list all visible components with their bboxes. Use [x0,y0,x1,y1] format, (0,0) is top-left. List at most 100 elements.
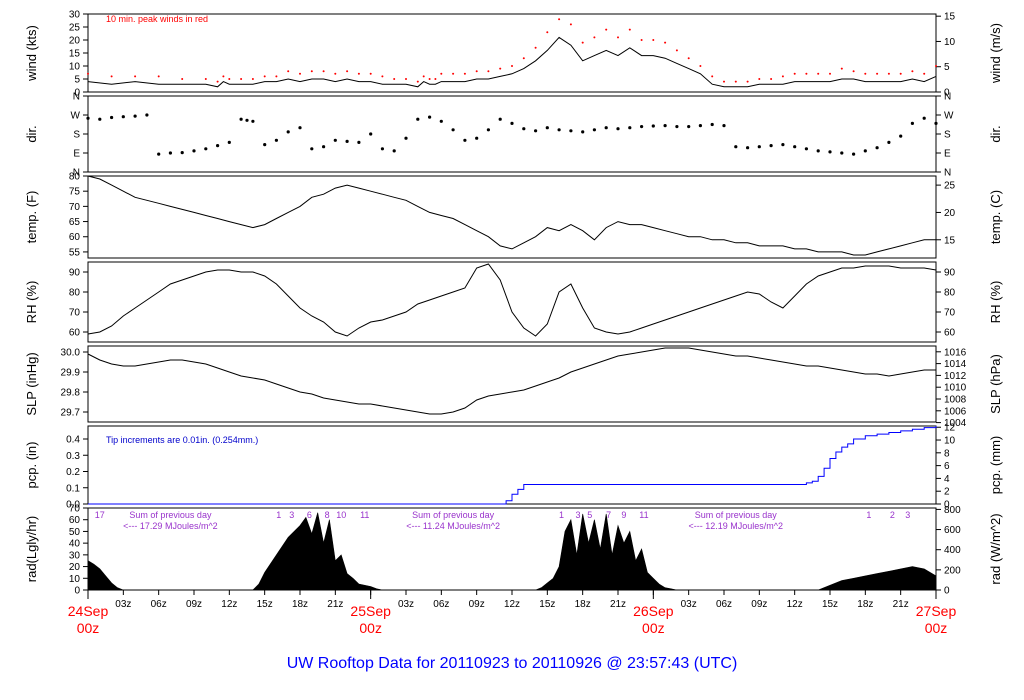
x-tick-label: 06z [433,599,449,610]
right-tick-label: 15 [944,12,956,23]
x-tick-label: 21z [893,599,909,610]
direction-point [628,126,632,130]
peak-wind-point [369,72,372,75]
left-tick-label: 5 [74,75,80,86]
peak-wind-point [475,70,478,73]
right-tick-label: 70 [944,308,956,319]
direction-point [404,136,408,140]
peak-wind-point [87,72,89,75]
peak-wind-point [110,75,113,78]
direction-point [168,151,172,155]
left-tick-label: 65 [69,217,81,228]
peak-wind-point [452,72,455,75]
rad-marker-label: 8 [325,510,330,520]
peak-wind-point [522,57,525,60]
direction-point [86,116,90,120]
right-tick-label: 200 [944,565,961,576]
direction-point [734,145,738,149]
peak-wind-point [346,70,349,73]
peak-wind-point [899,72,902,75]
peak-wind-point [887,72,890,75]
right-tick-label: 60 [944,328,956,339]
day-time-label: 00z [925,620,948,636]
direction-point [475,136,479,140]
daily-sum-label: Sum of previous day [412,510,495,520]
direction-point [899,134,903,138]
left-tick-label: 29.7 [61,408,81,419]
peak-wind-point [923,72,926,75]
daily-sum-value: <--- 11.24 MJoules/m^2 [406,521,500,531]
direction-point [840,151,844,155]
left-tick-label: 60 [69,515,81,526]
peak-wind-point [263,75,266,78]
peak-wind-point [793,72,796,75]
right-tick-label: 1010 [944,383,967,394]
direction-point [380,147,384,151]
panel-annotation: 10 min. peak winds in red [106,14,208,24]
right-tick-label: 1004 [944,418,967,429]
peak-wind-point [723,80,725,83]
left-tick-label: 25 [69,23,81,34]
peak-wind-point [440,72,443,75]
right-tick-label: 20 [944,208,956,219]
x-tick-label: 06z [151,599,167,610]
left-tick-label: 0 [74,586,80,597]
right-tick-label: 2 [944,487,950,498]
rad-marker-label: 3 [905,510,910,520]
daily-sum-label: Sum of previous day [129,510,212,520]
panel-temp: 55 60 65 70 75 80 15 20 25 temp. (F) temp. (C) [24,172,1003,259]
left-tick-label: S [73,130,80,141]
y-axis-label-right: wind (m/s) [988,23,1003,84]
right-tick-label: 10 [944,436,956,447]
direction-point [781,143,785,147]
panel-rh: 60 70 80 90 60 70 80 90 RH (%) RH (%) [24,261,1003,343]
peak-wind-point [416,80,419,83]
y-axis-label-left: pcp. (in) [24,442,39,489]
direction-point [746,146,750,150]
x-tick-label: 18z [292,599,308,610]
direction-point [510,121,514,125]
x-tick-label: 15z [539,599,555,610]
left-tick-label: 30 [69,550,81,561]
peak-wind-point [734,80,737,83]
left-tick-label: 0.4 [66,435,80,446]
y-axis-label-right: RH (%) [988,281,1003,324]
panel-slp: 29.7 29.8 29.9 30.0 100410061008101010121014… [24,345,1003,429]
direction-point [934,121,938,125]
direction-point [922,116,926,120]
peak-wind-point [675,49,678,52]
left-tick-label: 20 [69,36,81,47]
radiation-area [87,512,937,591]
direction-point [333,138,337,142]
peak-wind-point [829,72,831,75]
direction-point [522,127,526,131]
y-axis-label-left: temp. (F) [24,191,39,244]
right-tick-label: 0 [944,586,950,597]
peak-wind-point [911,70,914,73]
peak-wind-point [605,28,608,31]
y-axis-label-right: temp. (C) [988,190,1003,244]
direction-point [687,125,691,129]
right-tick-label: 90 [944,268,956,279]
y-axis-label-left: rad(Lgly/hr) [24,516,39,582]
direction-point [451,128,455,132]
right-tick-label: N [944,92,951,103]
peak-wind-point [758,78,761,80]
day-date-label: 24Sep [68,603,109,619]
y-axis-label-right: rad (W/m^2) [988,513,1003,584]
peak-wind-point [781,75,784,78]
y-axis-label-left: dir. [24,125,39,142]
peak-wind-point [251,78,254,80]
day-date-label: 25Sep [350,603,391,619]
peak-wind-point [699,65,702,67]
x-tick-label: 12z [787,599,803,610]
left-tick-label: 0.2 [66,467,80,478]
right-tick-label: N [944,168,951,179]
x-tick-label: 09z [751,599,767,610]
right-tick-label: 800 [944,505,961,516]
precipitation-line [88,426,937,505]
day-date-label: 27Sep [916,603,957,619]
